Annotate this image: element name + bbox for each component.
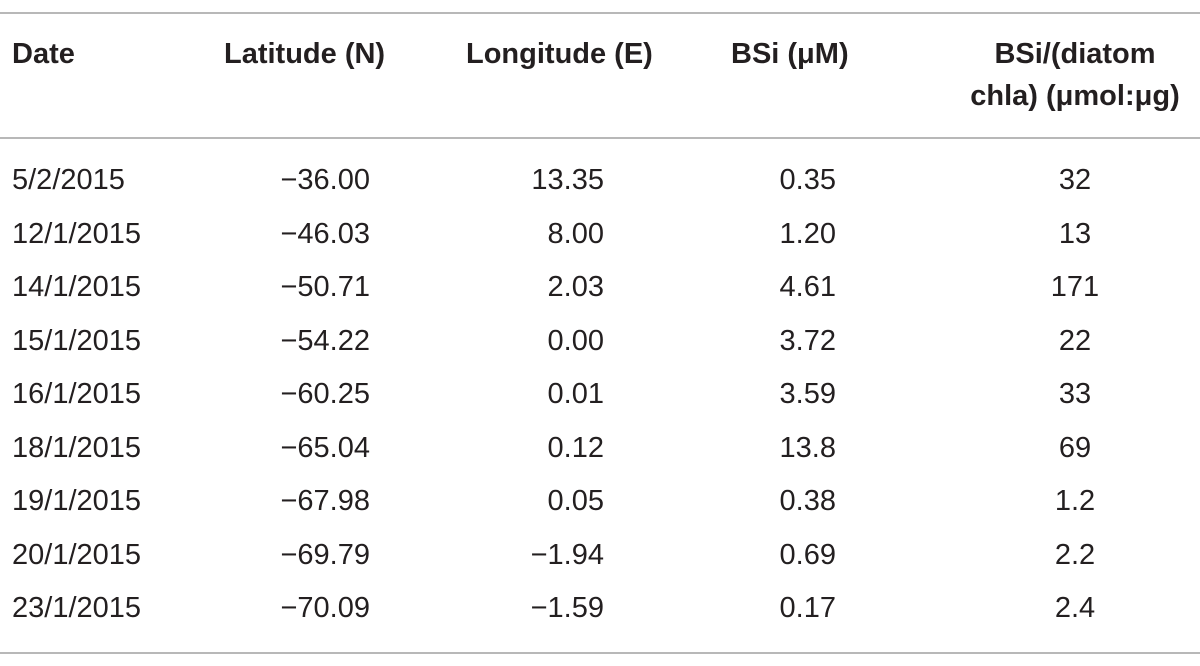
cell-ratio: 13 (1058, 217, 1092, 250)
cell-ratio: 2.4 (1054, 592, 1096, 624)
cell-bsi: 13.8 (779, 431, 836, 464)
header-date: Date (12, 38, 75, 70)
cell-longitude: 0.05 (547, 485, 604, 517)
cell-date: 5/2/2015 (12, 164, 125, 196)
cell-longitude: −1.94 (530, 538, 604, 571)
cell-date: 16/1/2015 (12, 378, 142, 410)
cell-latitude: −67.98 (280, 485, 370, 517)
cell-latitude: −60.25 (280, 378, 370, 410)
table-top-rule (0, 12, 1200, 14)
cell-bsi: 0.17 (779, 592, 836, 624)
cell-longitude: 0.00 (547, 324, 604, 357)
table-bottom-rule (0, 652, 1200, 654)
cell-longitude: 0.01 (547, 378, 604, 410)
cell-date: 23/1/2015 (12, 592, 142, 624)
cell-ratio: 32 (1058, 164, 1092, 196)
header-ratio-line1: BSi/(diatom (994, 38, 1156, 70)
cell-date: 18/1/2015 (12, 431, 142, 464)
cell-ratio: 2.2 (1054, 538, 1096, 571)
cell-latitude: −36.00 (280, 164, 370, 196)
table-row: 12/1/2015 −46.03 8.00 1.20 13 (0, 208, 1200, 261)
table-row: 18/1/2015 −65.04 0.12 13.8 69 (0, 422, 1200, 475)
cell-longitude: 0.12 (547, 431, 604, 464)
cell-latitude: −65.04 (280, 431, 370, 464)
cell-date: 15/1/2015 (12, 324, 142, 357)
cell-date: 20/1/2015 (12, 538, 142, 571)
header-ratio-line2: chla) (μmol:μg) (970, 80, 1180, 112)
cell-latitude: −70.09 (280, 592, 370, 624)
table-row: 19/1/2015 −67.98 0.05 0.38 1.2 (0, 475, 1200, 528)
cell-ratio: 33 (1058, 378, 1092, 410)
cell-ratio: 1.2 (1054, 485, 1096, 517)
cell-ratio: 22 (1058, 324, 1092, 357)
cell-latitude: −69.79 (280, 538, 370, 571)
table-row: 16/1/2015 −60.25 0.01 3.59 33 (0, 368, 1200, 421)
cell-ratio: 171 (1050, 271, 1100, 303)
cell-bsi: 3.72 (779, 324, 836, 357)
cell-longitude: 2.03 (547, 271, 604, 303)
table-row: 20/1/2015 −69.79 −1.94 0.69 2.2 (0, 529, 1200, 582)
cell-latitude: −54.22 (280, 324, 370, 357)
cell-latitude: −50.71 (280, 271, 370, 303)
cell-longitude: 13.35 (531, 164, 604, 196)
cell-longitude: 8.00 (547, 217, 604, 250)
cell-latitude: −46.03 (280, 217, 370, 250)
cell-date: 14/1/2015 (12, 271, 142, 303)
header-rule (0, 137, 1200, 139)
cell-longitude: −1.59 (530, 592, 604, 624)
cell-bsi: 1.20 (779, 217, 836, 250)
table-row: 15/1/2015 −54.22 0.00 3.72 22 (0, 315, 1200, 368)
header-bsi: BSi (μM) (731, 38, 849, 70)
cell-ratio: 69 (1058, 431, 1092, 464)
cell-bsi: 0.35 (779, 164, 836, 196)
table-row: 14/1/2015 −50.71 2.03 4.61 171 (0, 261, 1200, 314)
header-latitude: Latitude (N) (224, 38, 386, 70)
cell-date: 12/1/2015 (12, 217, 142, 250)
cell-bsi: 0.69 (779, 538, 836, 571)
cell-bsi: 4.61 (779, 271, 836, 303)
cell-date: 19/1/2015 (12, 485, 142, 517)
cell-bsi: 0.38 (779, 485, 836, 517)
table-row: 23/1/2015 −70.09 −1.59 0.17 2.4 (0, 582, 1200, 635)
header-longitude: Longitude (E) (466, 38, 653, 70)
table-row: 5/2/2015 −36.00 13.35 0.35 32 (0, 154, 1200, 207)
cell-bsi: 3.59 (779, 378, 836, 410)
